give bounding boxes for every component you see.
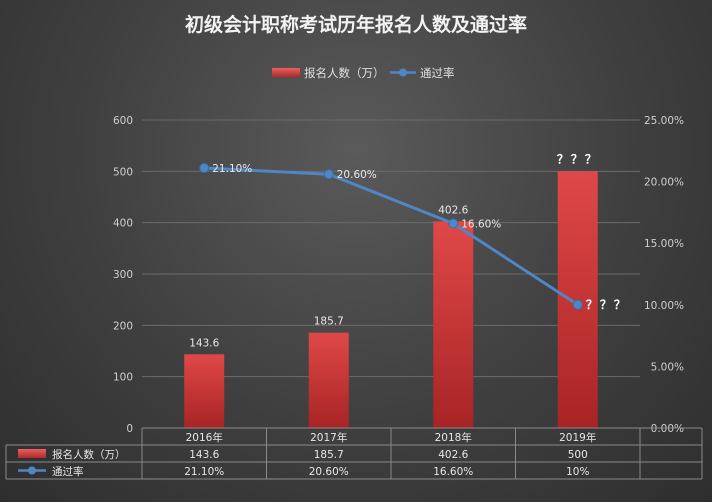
line-series: 21.10% 20.60% 16.60% ？？？ (199, 163, 628, 312)
x-axis-category: 2017年 (310, 431, 347, 444)
bar-data-label: ？？？ (557, 152, 599, 166)
legend-label-line: 通过率 (420, 66, 455, 80)
bar-series: 143.6 185.7 402.6 ？？？ (184, 152, 599, 429)
table-row-label: 报名人数（万） (52, 448, 126, 461)
x-axis-category: 2019年 (559, 431, 596, 444)
chart-title: 初级会计职称考试历年报名人数及通过率 (185, 13, 527, 36)
x-axis-category: 2016年 (186, 431, 223, 444)
line-point (572, 299, 583, 310)
line-point (323, 169, 334, 180)
table-cell: 16.60% (433, 466, 473, 478)
table-row-label: 通过率 (52, 465, 84, 478)
table-cell: 10% (566, 466, 589, 478)
left-axis-tick: 100 (113, 372, 133, 384)
line-data-label: 20.60% (337, 169, 377, 181)
legend-label-bar: 报名人数（万） (304, 66, 385, 80)
right-axis-tick: 25.00% (644, 115, 684, 127)
table-cell: 402.6 (438, 449, 468, 461)
bar-data-label: 402.6 (438, 204, 468, 216)
line-point (448, 218, 459, 229)
table-cell: 143.6 (189, 449, 219, 461)
table-swatch-marker (28, 466, 36, 475)
left-axis-tick: 0 (126, 423, 133, 435)
left-axis-tick: 200 (113, 320, 133, 332)
line-data-label: 21.10% (212, 163, 252, 175)
left-axis-tick: 600 (113, 115, 133, 127)
legend: 报名人数（万） 通过率 (272, 66, 455, 80)
table-cell: 20.60% (309, 466, 349, 478)
left-axis-tick: 300 (113, 269, 133, 281)
left-axis-tick: 400 (113, 218, 133, 230)
bar (433, 221, 474, 428)
legend-swatch-marker (399, 68, 407, 77)
table-cell: 500 (568, 449, 588, 461)
right-axis-tick: 0.00% (651, 423, 684, 435)
left-axis-tick: 500 (113, 166, 133, 178)
legend-swatch-bar (272, 68, 300, 77)
left-axis: 0 100 200 300 400 500 600 (113, 115, 133, 435)
bar (308, 332, 349, 428)
right-axis-tick: 10.00% (644, 300, 684, 312)
pass-rate-line (204, 166, 579, 307)
bar-data-label: 185.7 (314, 316, 344, 328)
table-cell: 185.7 (314, 449, 344, 461)
bar (184, 354, 225, 428)
right-axis-tick: 15.00% (644, 238, 684, 250)
right-axis-tick: 5.00% (651, 361, 684, 373)
bar-data-label: 143.6 (189, 337, 219, 349)
line-point (199, 163, 210, 174)
line-data-label: 16.60% (461, 218, 501, 230)
right-axis-tick: 20.00% (644, 177, 684, 189)
table-swatch-bar (18, 449, 46, 458)
right-axis: 0.00% 5.00% 10.00% 15.00% 20.00% 25.00% (644, 115, 684, 435)
x-axis-category: 2018年 (435, 431, 472, 444)
bar (557, 171, 598, 429)
table-cell: 21.10% (184, 466, 224, 478)
line-data-label: ？？？ (586, 298, 628, 312)
